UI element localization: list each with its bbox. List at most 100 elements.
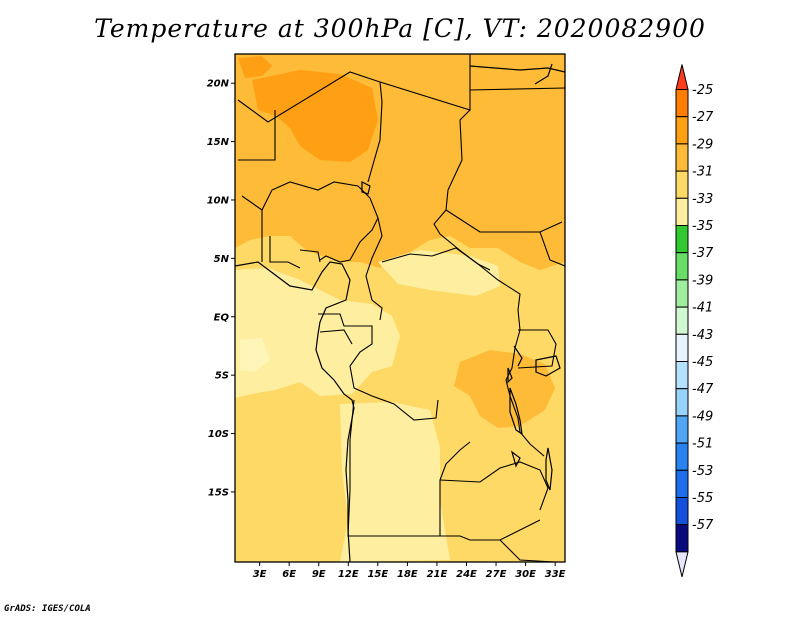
lat-label: 10S [208, 429, 229, 440]
field-band-29-27-b [238, 56, 272, 78]
lake-mweru [510, 450, 521, 468]
colorbar-label: -37 [692, 246, 714, 261]
colorbar-label: -57 [692, 518, 714, 533]
boundary-algeria-mali-niger [237, 71, 383, 183]
colorbar [675, 64, 689, 578]
colorbar-segment [675, 469, 689, 498]
boundary-wafrica-3 [299, 249, 321, 263]
lat-label: 5N [214, 254, 230, 265]
boundary-uganda [517, 329, 557, 369]
axis-ticks [231, 82, 556, 566]
lon-label: 9E [312, 569, 326, 580]
colorbar-label: -31 [692, 165, 713, 180]
boundary-mauritania-mali [238, 110, 276, 161]
colorbar-label: -43 [692, 328, 713, 343]
lon-label: 27E [486, 569, 507, 580]
colorbar-segment [675, 415, 689, 444]
lon-labels: 3E 6E 9E 12E 15E 18E 21E 24E 27E 30E 33E [253, 569, 566, 580]
lon-label: 12E [338, 569, 359, 580]
map-field [235, 54, 565, 562]
colorbar-segment [675, 170, 689, 199]
colorbar-segment [675, 361, 689, 390]
lon-label: 18E [397, 569, 418, 580]
map-frame [234, 53, 566, 563]
colorbar-label: -39 [692, 273, 713, 288]
coast-mediterranean [469, 65, 565, 73]
field-band-31-29-east [454, 350, 555, 428]
colorbar-label: -33 [692, 192, 713, 207]
colorbar-label: -45 [692, 355, 713, 370]
boundary-drc-east [505, 309, 545, 457]
colorbar-label: -27 [692, 110, 714, 125]
coastlines [235, 63, 565, 562]
colorbar-segment [675, 225, 689, 254]
boundary-congo-basin [318, 313, 439, 421]
colorbar-segment [675, 497, 689, 526]
boundary-zambia [439, 461, 549, 511]
grads-credit: GrADS: IGES/COLA [4, 604, 91, 614]
lat-label: 15S [208, 487, 229, 498]
lake-albert [513, 345, 523, 367]
colorbar-segment [675, 388, 689, 417]
lat-label: EQ [214, 312, 230, 323]
lon-label: 3E [253, 569, 267, 580]
colorbar-labels: -25 -27 -29 -31 -33 -35 -37 -39 -41 -43 -45 -47 -49 -… [692, 83, 714, 533]
colorbar-label: -55 [692, 491, 713, 506]
lake-chad [361, 181, 371, 195]
lat-labels: 20N 15N 10N 5N EQ 5S 10S 15S [207, 79, 230, 499]
lon-label: 21E [427, 569, 448, 580]
colorbar-label: -47 [692, 382, 714, 397]
colorbar-segment [675, 279, 689, 308]
colorbar-label: -51 [692, 437, 713, 452]
boundary-car [381, 247, 521, 311]
colorbar-segment [675, 442, 689, 471]
colorbar-label: -49 [692, 409, 713, 424]
lon-label: 15E [367, 569, 388, 580]
colorbar-label: -35 [692, 219, 713, 234]
lat-label: 5S [215, 371, 229, 382]
field-band-35-33-b [340, 402, 450, 562]
colorbar-label: -53 [692, 464, 713, 479]
boundary-sahel-south [241, 181, 379, 263]
colorbar-bottom-arrow [675, 551, 689, 578]
colorbar-segment [675, 306, 689, 335]
colorbar-label: -25 [692, 83, 713, 98]
boundary-cameroon-gabon [319, 329, 353, 345]
coast-gulf-of-guinea [235, 261, 355, 562]
lon-label: 6E [282, 569, 296, 580]
lake-kivu [507, 367, 513, 384]
colorbar-label: -41 [692, 301, 713, 316]
boundary-namibia [348, 519, 541, 541]
colorbar-top-arrow [675, 64, 689, 90]
boundaries [237, 54, 565, 562]
colorbar-segment [675, 524, 689, 553]
lat-label: 15N [207, 137, 230, 148]
boundary-ssudan-ethiopia [539, 231, 565, 267]
field-band-35-33-a [235, 268, 400, 398]
lon-label: 24E [456, 569, 477, 580]
colorbar-segment [675, 143, 689, 172]
lake-malawi [545, 447, 553, 491]
field-band-35-33-c [378, 250, 500, 296]
lon-label: 30E [515, 569, 536, 580]
colorbar-segment [675, 333, 689, 362]
boundary-ssudan [445, 209, 563, 233]
colorbar-segment [675, 197, 689, 227]
colorbar-segment [675, 89, 689, 118]
lon-label: 33E [545, 569, 566, 580]
coast-red-sea [534, 63, 553, 85]
field-band-35-33-d [240, 338, 270, 372]
lake-tanganyika [509, 387, 523, 436]
lake-victoria [535, 355, 561, 377]
colorbar-segment [675, 116, 689, 145]
boundary-zimbabwe [499, 539, 556, 562]
field-band-29-27-a [252, 70, 378, 162]
boundary-nigeria-cameroon [365, 217, 383, 321]
boundary-egypt-sudan [469, 87, 565, 91]
boundary-wafrica-2 [269, 236, 301, 269]
colorbar-segment [675, 252, 689, 281]
lat-label: 10N [207, 195, 230, 206]
lakes [361, 181, 561, 491]
colorbar-label: -29 [692, 137, 713, 152]
